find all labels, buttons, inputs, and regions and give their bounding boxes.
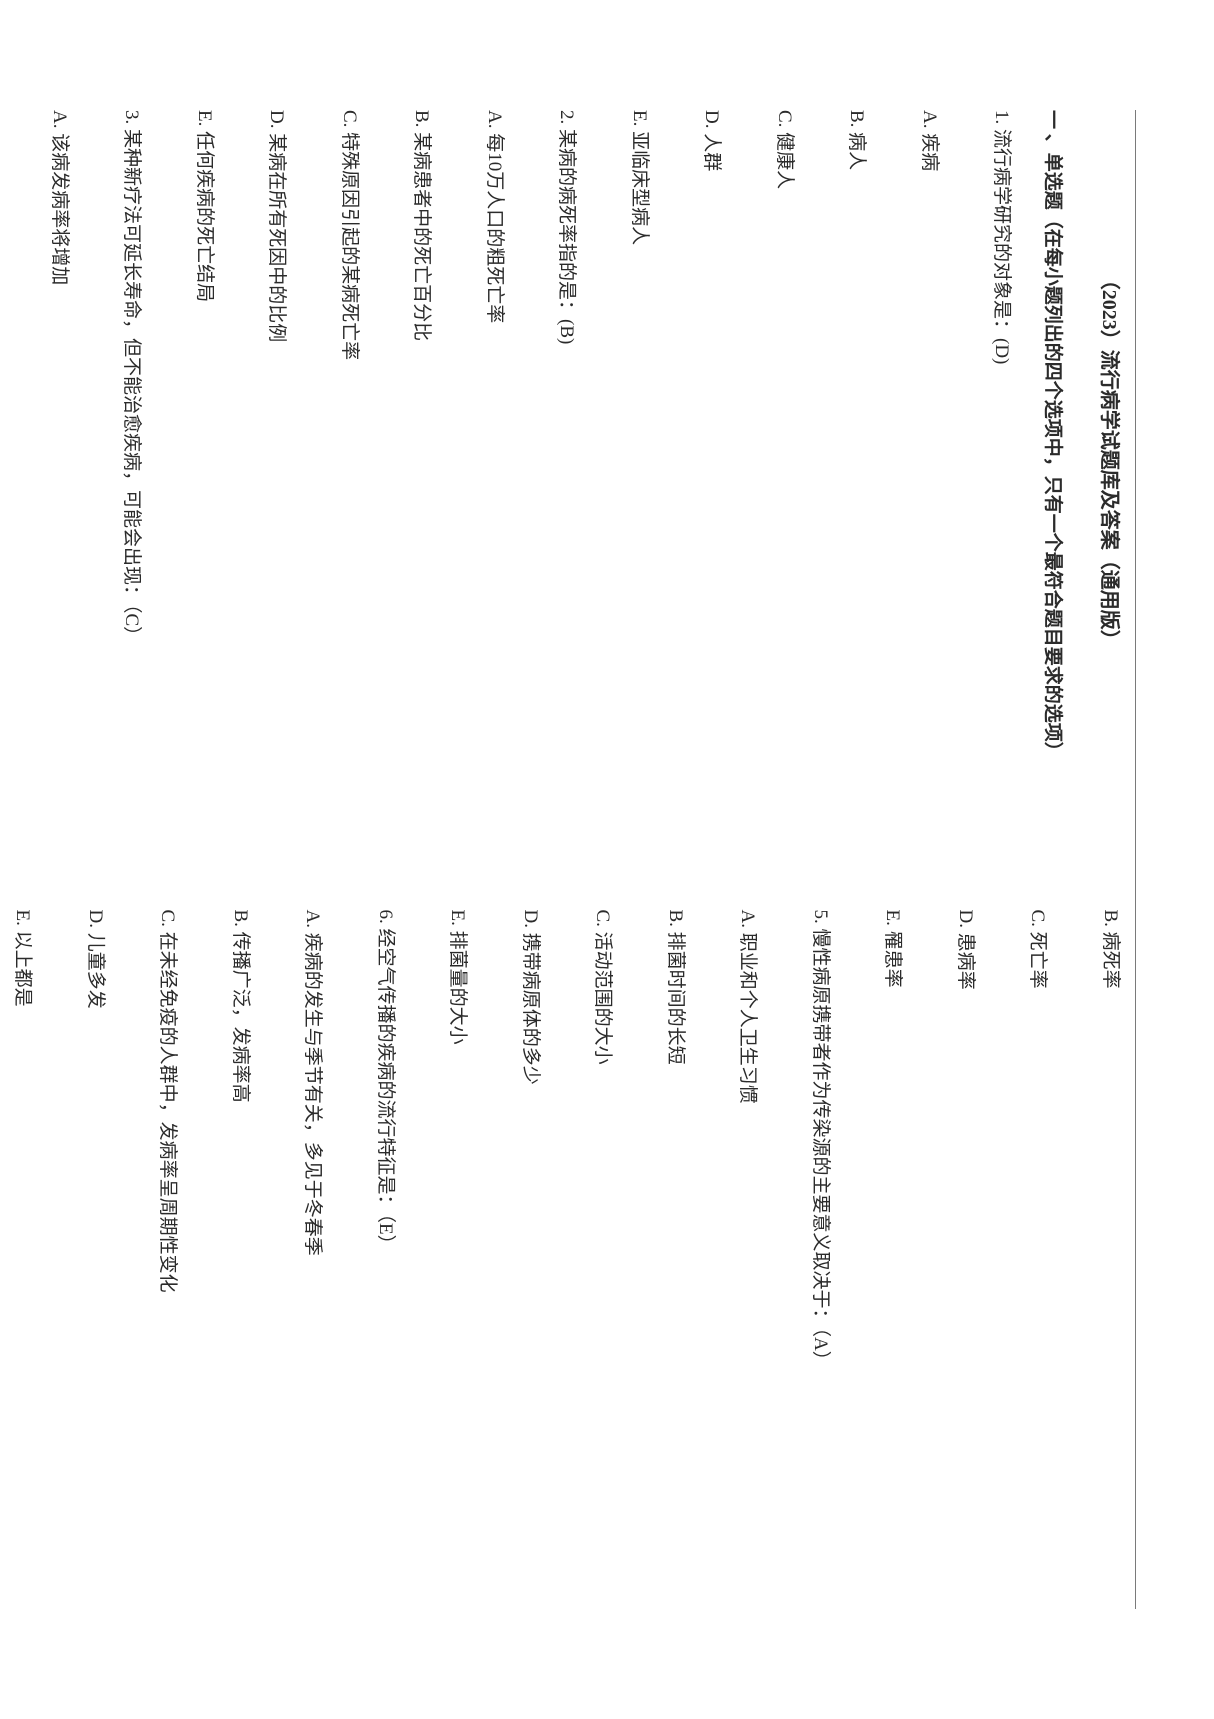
option: C. 活动范围的大小: [588, 910, 617, 1610]
option: A. 疾病: [915, 110, 944, 810]
option: A. 职业和个人卫生习惯: [733, 910, 762, 1610]
option: C. 死亡率: [1023, 910, 1052, 1610]
option: D. 儿童多发: [81, 910, 110, 1610]
section-heading: 一 、单选题（在每小题列出的四个选项中，只有一个最符合题目要求的选项）: [1038, 110, 1067, 810]
option: A. 每10万人口的粗死亡率: [480, 110, 509, 810]
option: E. 以上都是: [8, 910, 37, 1610]
question: 1. 流行病学研究的对象是：(D): [987, 110, 1016, 810]
option: A. 该病发病率将增加: [45, 110, 74, 810]
option: E. 罹患率: [878, 910, 907, 1610]
doc-title: （2023）流行病学试题库及答案（通用版）: [1094, 110, 1124, 810]
option: B. 病死率: [1096, 910, 1125, 1610]
option: D. 携带病原体的多少: [516, 910, 545, 1610]
option: A. 疾病的发生与季节有关，多见于冬春季: [298, 910, 327, 1610]
question: 3. 某种新疗法可延长寿命，但不能治愈疾病，可能会出现：（C）: [117, 110, 146, 810]
option: B. 传播广泛，发病率高: [226, 910, 255, 1610]
option: C. 特殊原因引起的某病死亡率: [335, 110, 364, 810]
option: B. 该病发病率将减少: [0, 110, 1, 810]
option: B. 排菌时间的长短: [661, 910, 690, 1610]
option: E. 亚临床型病人: [625, 110, 654, 810]
question: 6. 经空气传播的疾病的流行特征是：（E）: [371, 910, 400, 1610]
top-rule: [1135, 110, 1136, 1609]
column-right: B. 病死率 C. 死亡率 D. 患病率 E. 罹患率 5. 慢性病原携带者作为传染源的…: [60, 910, 1124, 1610]
option: D. 某病在所有死因中的比例: [262, 110, 291, 810]
option: C. 在未经免疫的人群中，发病率呈周期性变化: [153, 910, 182, 1610]
option: B. 某病患者中的死亡百分比: [407, 110, 436, 810]
option: D. 人群: [697, 110, 726, 810]
question: 5. 慢性病原携带者作为传染源的主要意义取决于：（A）: [806, 910, 835, 1610]
option: D. 患病率: [951, 910, 980, 1610]
option: E. 任何疾病的死亡结局: [190, 110, 219, 810]
option: E. 排菌量的大小: [443, 910, 472, 1610]
column-left: （2023）流行病学试题库及答案（通用版） 一 、单选题（在每小题列出的四个选项…: [60, 110, 1124, 810]
option: C. 健康人: [770, 110, 799, 810]
question: 2. 某病的病死率指的是：(B): [552, 110, 581, 810]
option: B. 病人: [842, 110, 871, 810]
